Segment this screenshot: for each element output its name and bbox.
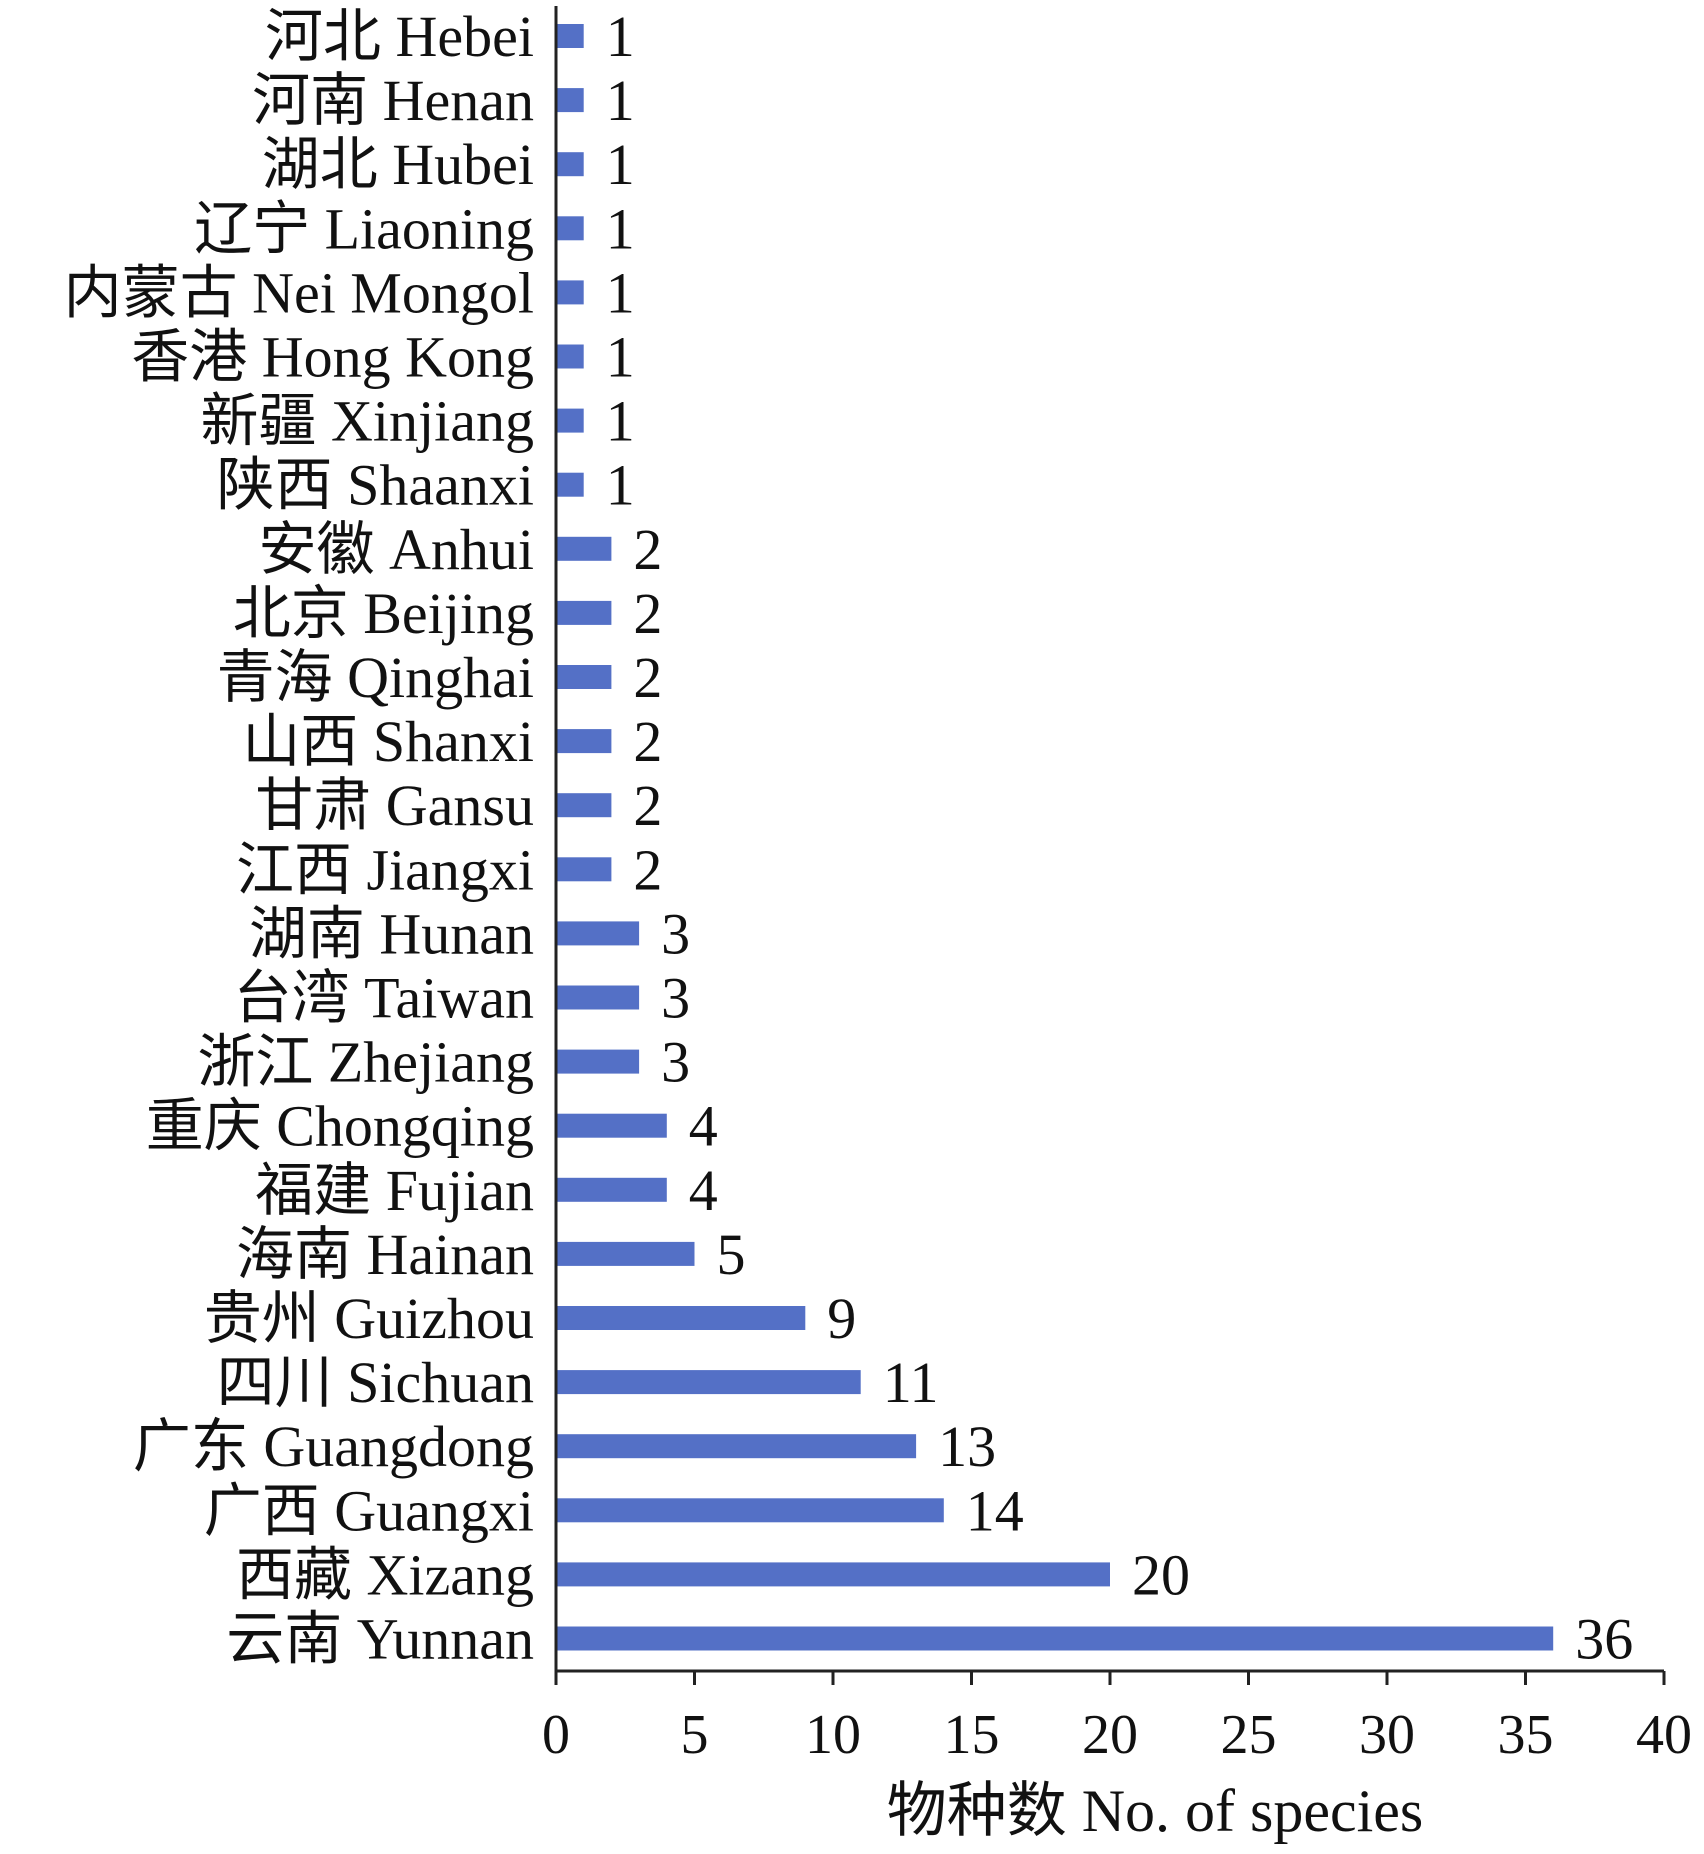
data-label: 2 <box>633 709 662 774</box>
x-tick-label: 10 <box>805 1704 861 1766</box>
bar <box>557 1306 806 1330</box>
data-label: 1 <box>606 453 635 518</box>
category-label: 四川 Sichuan <box>217 1350 534 1415</box>
category-label: 湖南 Hunan <box>249 901 534 966</box>
category-label: 陕西 Shaanxi <box>217 453 534 518</box>
bar-series <box>557 24 1554 1651</box>
data-label: 1 <box>606 68 635 133</box>
category-label: 广西 Guangxi <box>204 1478 534 1543</box>
category-label: 台湾 Taiwan <box>234 966 534 1031</box>
bar <box>557 729 612 754</box>
data-label: 1 <box>606 325 635 390</box>
bar <box>557 216 584 241</box>
bar <box>557 280 584 305</box>
x-tick-label: 15 <box>944 1704 1000 1766</box>
x-tick-label: 20 <box>1082 1704 1138 1766</box>
bar <box>557 985 640 1010</box>
x-tick-label: 40 <box>1636 1704 1692 1766</box>
data-label: 1 <box>606 4 635 69</box>
data-label: 4 <box>689 1094 718 1159</box>
bar <box>557 24 584 48</box>
category-label: 甘肃 Gansu <box>255 773 534 838</box>
data-label: 3 <box>661 966 690 1031</box>
bar <box>557 1241 695 1266</box>
category-label: 云南 Yunnan <box>226 1607 534 1672</box>
data-label: 1 <box>606 389 635 454</box>
data-label: 2 <box>633 645 662 710</box>
bar <box>557 344 584 369</box>
bar <box>557 1562 1110 1587</box>
bar <box>557 152 584 177</box>
category-label: 福建 Fujian <box>255 1158 534 1223</box>
bar <box>557 600 612 625</box>
data-label: 1 <box>606 196 635 261</box>
category-label: 辽宁 Liaoning <box>194 196 534 261</box>
data-label: 1 <box>606 132 635 197</box>
data-label: 36 <box>1575 1607 1633 1672</box>
x-axis-title: 物种数 No. of species <box>887 1778 1424 1844</box>
bar <box>557 1049 640 1074</box>
data-label: 1 <box>606 260 635 325</box>
bar <box>557 1498 944 1523</box>
category-label: 江西 Jiangxi <box>236 837 534 902</box>
category-label: 河北 Hebei <box>265 4 534 69</box>
category-label: 湖北 Hubei <box>262 132 534 197</box>
bar <box>557 793 612 818</box>
x-tick-label: 30 <box>1359 1704 1415 1766</box>
bar <box>557 472 584 497</box>
category-label: 香港 Hong Kong <box>131 325 534 390</box>
data-label: 20 <box>1132 1542 1190 1607</box>
data-label: 2 <box>633 517 662 582</box>
bar <box>557 536 612 561</box>
bar <box>557 1434 917 1459</box>
category-label: 青海 Qinghai <box>217 645 534 710</box>
data-label: 13 <box>938 1414 996 1479</box>
data-label: 2 <box>633 581 662 646</box>
data-label: 14 <box>966 1478 1024 1543</box>
data-label: 9 <box>827 1286 856 1351</box>
category-label: 重庆 Chongqing <box>146 1094 534 1159</box>
bar <box>557 88 584 113</box>
x-tick-label: 35 <box>1498 1704 1554 1766</box>
x-axis-ticks: 0 5 10 15 20 25 30 35 40 <box>542 1671 1692 1766</box>
category-label: 河南 Henan <box>252 68 534 133</box>
category-label: 浙江 Zhejiang <box>197 1030 534 1095</box>
bar <box>557 1113 667 1138</box>
x-tick-label: 5 <box>681 1704 709 1766</box>
category-label: 北京 Beijing <box>233 581 534 646</box>
data-label: 3 <box>661 1030 690 1095</box>
bar <box>557 1177 667 1202</box>
bar <box>557 921 640 946</box>
category-label: 山西 Shanxi <box>242 709 534 774</box>
category-label: 新疆 Xinjiang <box>201 389 534 454</box>
x-tick-label: 25 <box>1221 1704 1277 1766</box>
category-label: 贵州 Guizhou <box>204 1286 534 1351</box>
bar <box>557 408 584 433</box>
x-tick-label: 0 <box>542 1704 570 1766</box>
data-label: 2 <box>633 773 662 838</box>
bar <box>557 857 612 882</box>
bar <box>557 1626 1554 1651</box>
category-label: 广东 Guangdong <box>133 1414 534 1479</box>
category-label: 内蒙古 Nei Mongol <box>64 260 534 325</box>
category-label: 西藏 Xizang <box>236 1542 534 1607</box>
data-label: 11 <box>883 1350 939 1415</box>
category-label: 安徽 Anhui <box>258 517 534 582</box>
data-label: 5 <box>717 1222 746 1287</box>
data-label: 3 <box>661 901 690 966</box>
category-label: 海南 Hainan <box>236 1222 534 1287</box>
bar <box>557 1370 861 1395</box>
data-label: 2 <box>633 837 662 902</box>
bar <box>557 665 612 689</box>
data-label: 4 <box>689 1158 718 1223</box>
